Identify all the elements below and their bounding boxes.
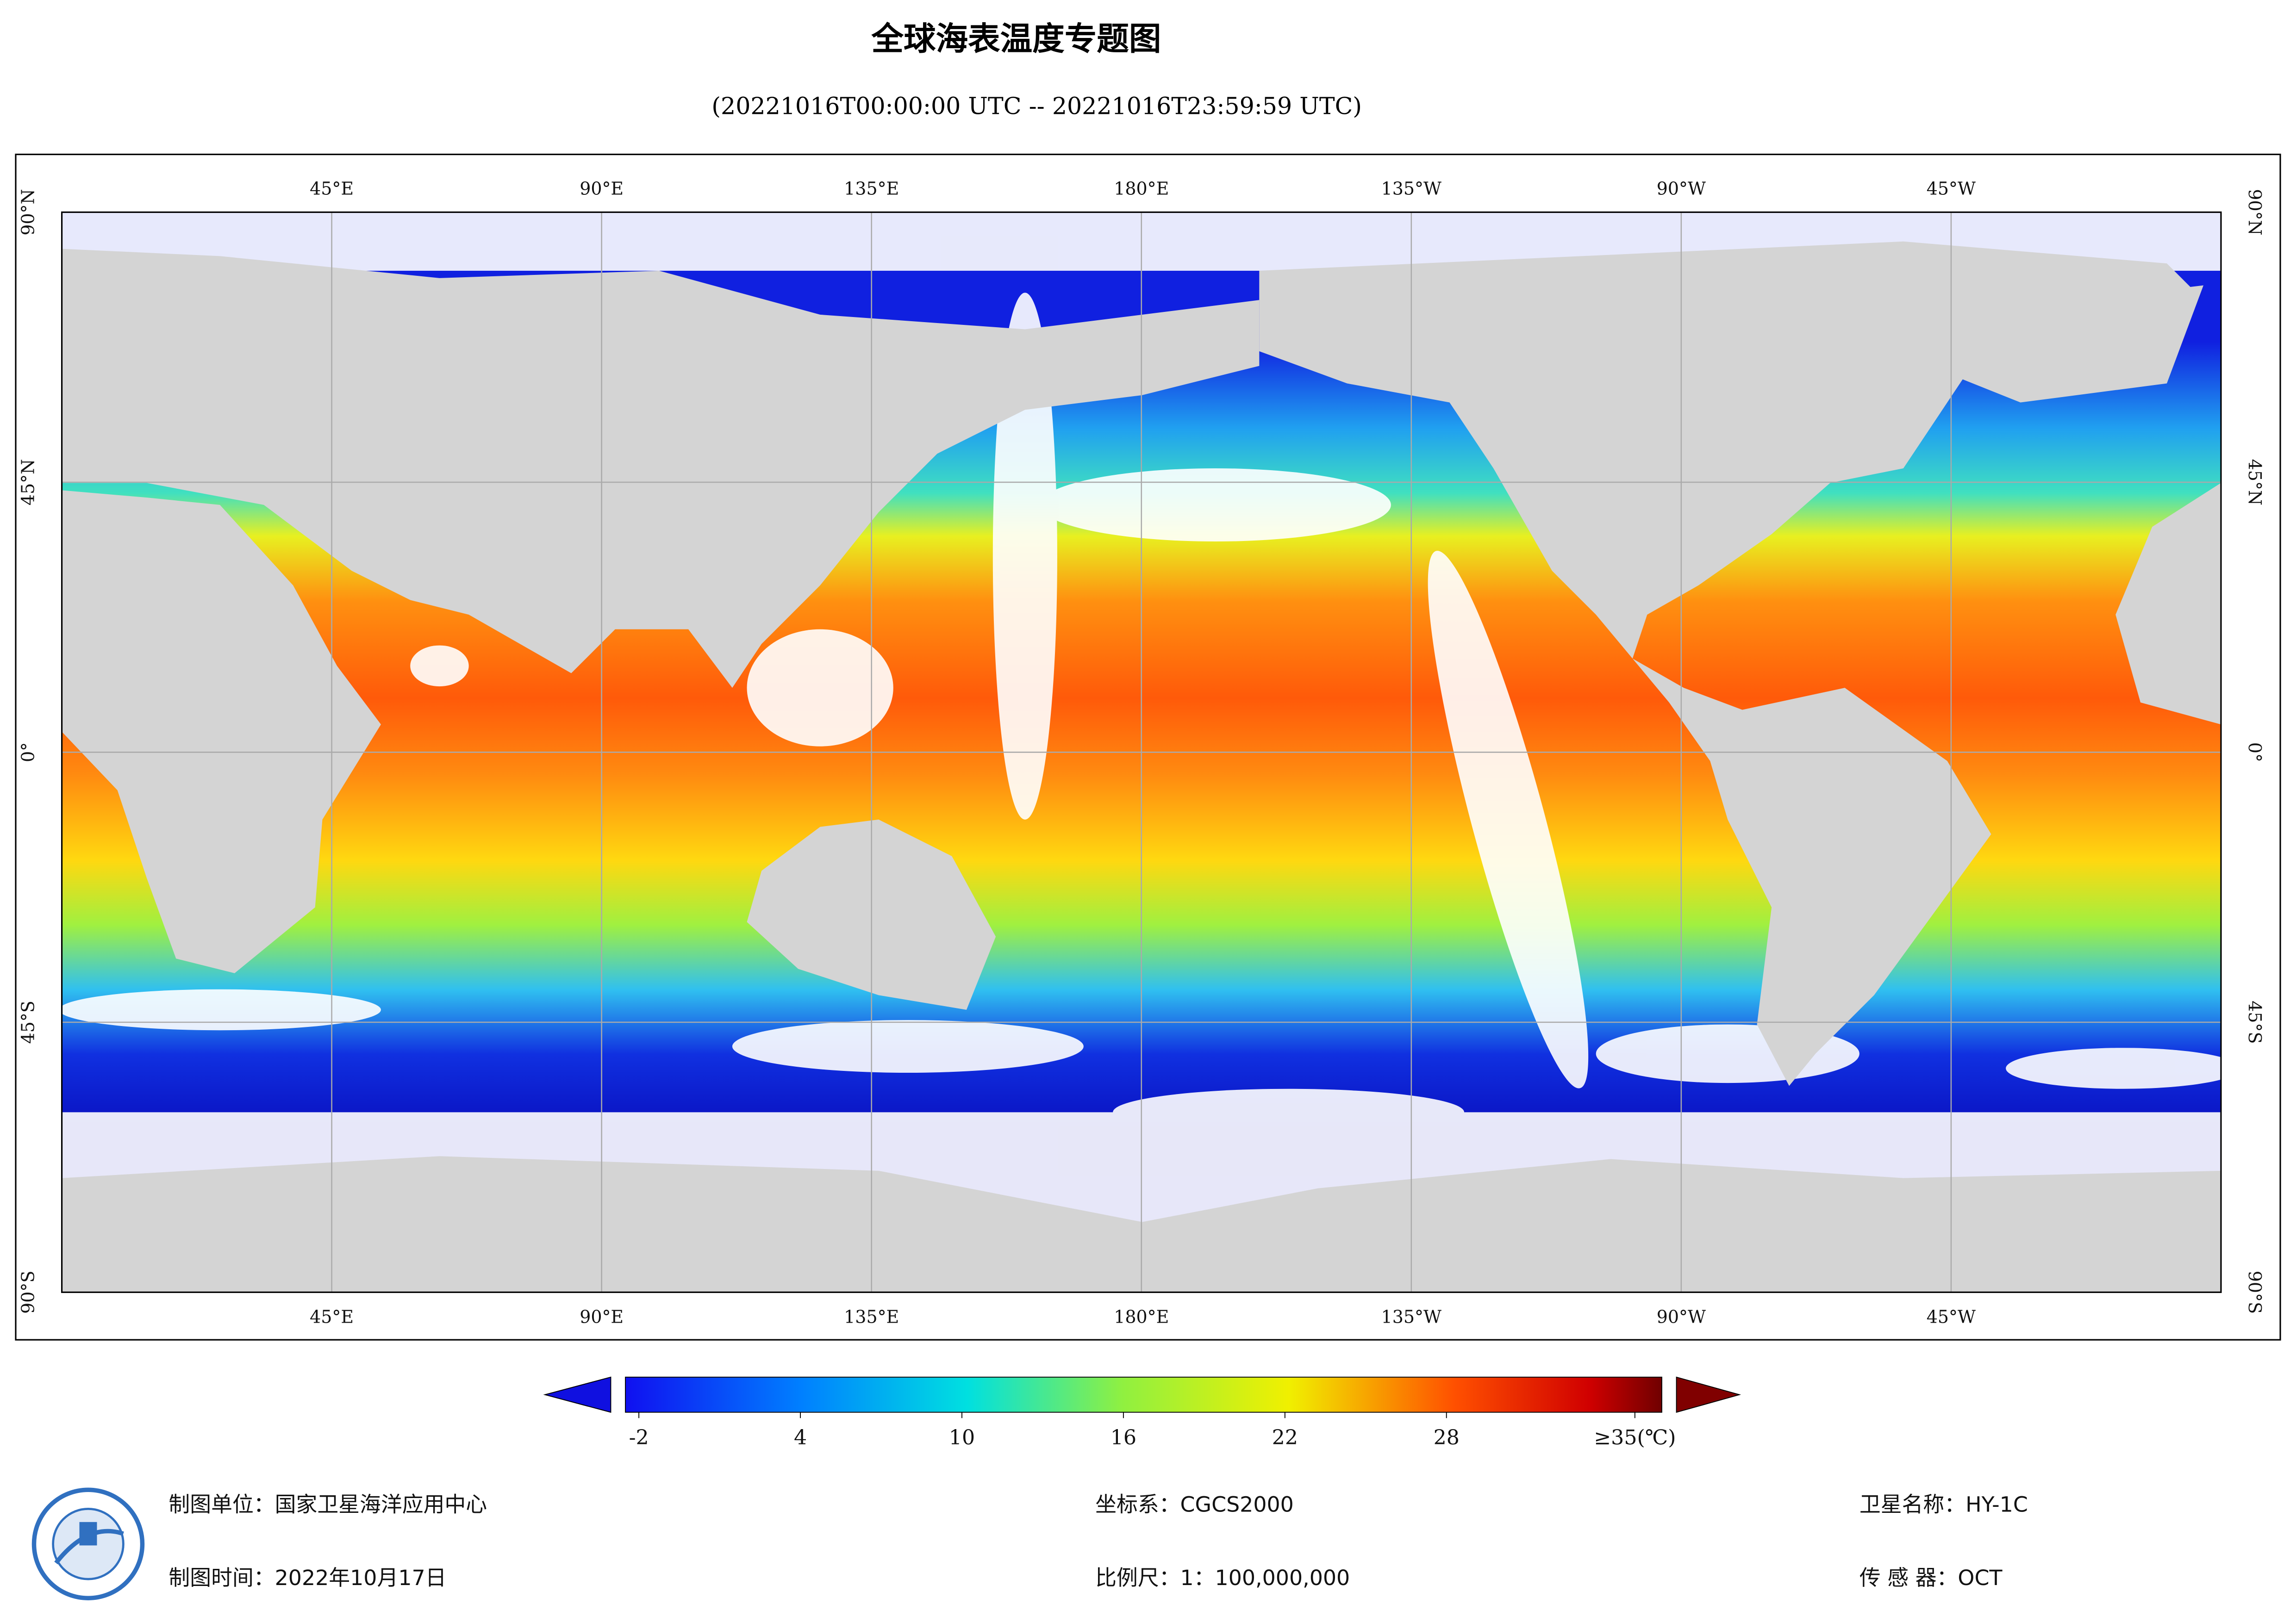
lat-label-left: 90°N: [18, 189, 38, 235]
title: 全球海表温度专题图: [871, 20, 1161, 58]
lat-label-left: 90°S: [18, 1271, 38, 1314]
footer-date: 制图时间：2022年10月17日: [168, 1565, 446, 1590]
lat-label-left: 45°S: [18, 1001, 38, 1044]
map-frame: [15, 154, 2281, 1341]
lat-label-right: 45°N: [2245, 459, 2265, 505]
lon-label-top: 135°E: [844, 179, 899, 199]
lon-label-bottom: 135°E: [844, 1307, 899, 1327]
lon-label-top: 45°E: [310, 179, 354, 199]
lon-label-bottom: 90°W: [1657, 1307, 1706, 1327]
colorbar-max-arrow: [1676, 1376, 1741, 1413]
lat-label-left: 0°: [18, 742, 38, 762]
colorbar-tick-label: -2: [629, 1426, 649, 1449]
footer-scale: 比例尺：1：100,000,000: [1095, 1565, 1350, 1590]
lat-label-right: 45°S: [2245, 1001, 2265, 1044]
lon-label-top: 90°E: [580, 179, 624, 199]
lon-label-bottom: 180°E: [1114, 1307, 1169, 1327]
colorbar-tick-label: 4: [794, 1426, 807, 1449]
footer-satellite: 卫星名称：HY-1C: [1859, 1492, 2028, 1517]
lon-label-bottom: 45°E: [310, 1307, 354, 1327]
footer-sensor: 传 感 器：OCT: [1859, 1565, 2003, 1590]
lon-label-top: 45°W: [1927, 179, 1976, 199]
lon-label-bottom: 45°W: [1927, 1307, 1976, 1327]
lon-label-top: 135°W: [1381, 179, 1441, 199]
lat-label-right: 90°N: [2245, 189, 2265, 235]
colorbar-min-arrow: [543, 1376, 611, 1413]
subtitle: (20221016T00:00:00 UTC -- 20221016T23:59…: [711, 93, 1362, 120]
lat-label-right: 90°S: [2245, 1271, 2265, 1314]
colorbar-tick-label: ≥35(℃): [1594, 1426, 1676, 1449]
map-border: [61, 211, 2222, 1293]
colorbar-tick-label: 28: [1434, 1426, 1460, 1449]
lon-label-top: 90°W: [1657, 179, 1706, 199]
graticule: [62, 212, 2221, 1293]
lat-label-right: 0°: [2245, 742, 2265, 762]
map: [62, 212, 2221, 1293]
logo: [31, 1487, 145, 1600]
lon-label-bottom: 90°E: [580, 1307, 624, 1327]
colorbar-tick-label: 16: [1111, 1426, 1136, 1449]
lon-label-top: 180°E: [1114, 179, 1169, 199]
lat-label-left: 45°N: [18, 459, 38, 505]
colorbar: [625, 1376, 1662, 1413]
footer-unit: 制图单位：国家卫星海洋应用中心: [168, 1492, 487, 1517]
lon-label-bottom: 135°W: [1381, 1307, 1441, 1327]
footer-crs: 坐标系：CGCS2000: [1095, 1492, 1294, 1517]
colorbar-tick-label: 22: [1272, 1426, 1298, 1449]
colorbar-tick-label: 10: [949, 1426, 975, 1449]
